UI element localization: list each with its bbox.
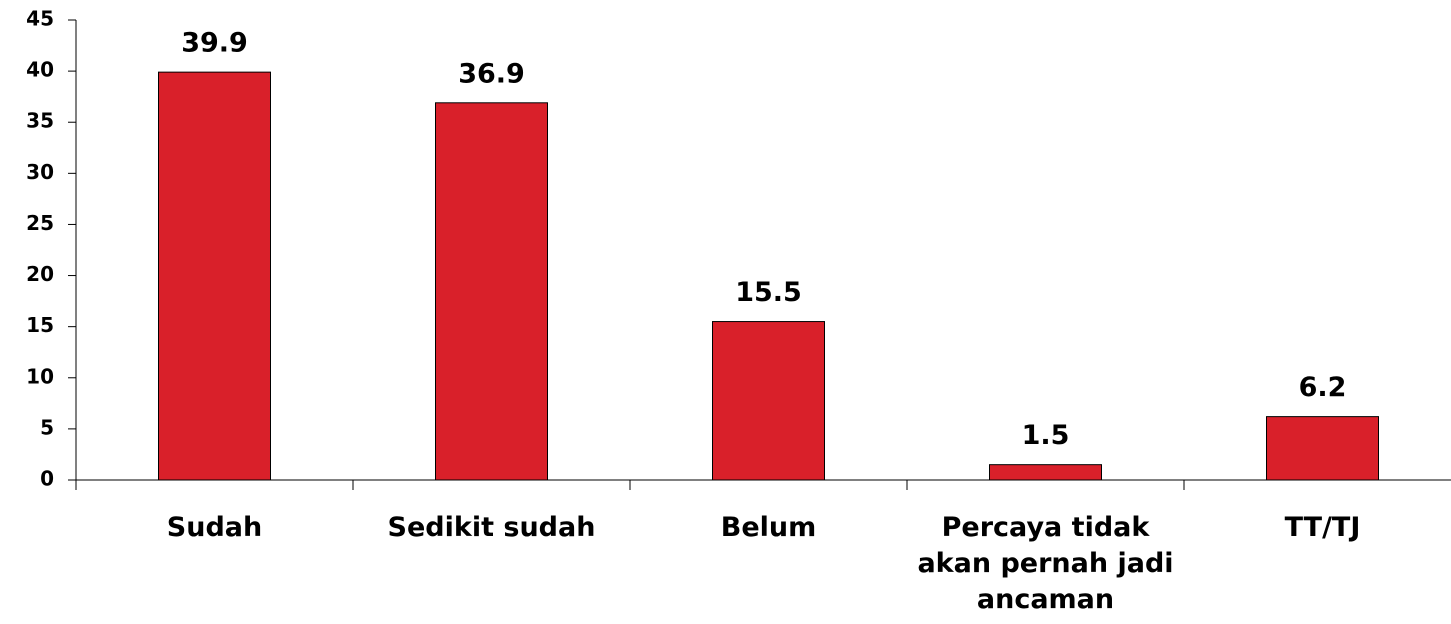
value-label: 15.5 — [735, 277, 802, 308]
bar — [1266, 416, 1379, 481]
x-tick-label: Sudah — [166, 512, 263, 543]
y-tick-label: 35 — [26, 109, 54, 133]
bar — [435, 102, 548, 481]
y-tick-label: 40 — [26, 58, 54, 82]
value-label: 36.9 — [458, 58, 525, 89]
bar — [712, 321, 825, 481]
y-tick-label: 20 — [26, 262, 54, 286]
x-tick-label: Sedikit sudah — [387, 512, 596, 543]
x-tick-label: Belum — [720, 512, 817, 543]
y-tick-label: 30 — [26, 160, 54, 184]
value-label: 39.9 — [181, 28, 248, 59]
y-tick-label: 15 — [26, 313, 54, 337]
value-label: 1.5 — [1022, 420, 1070, 451]
x-tick-label: TT/TJ — [1284, 512, 1361, 543]
y-tick-label: 25 — [26, 211, 54, 235]
y-tick-label: 0 — [40, 467, 54, 491]
value-label: 6.2 — [1299, 372, 1347, 403]
y-tick-label: 10 — [26, 364, 54, 388]
bar — [989, 464, 1102, 481]
y-tick-label: 5 — [40, 415, 54, 439]
y-tick-label: 45 — [26, 7, 54, 31]
x-tick-label: Percaya tidak akan pernah jadi ancaman — [917, 512, 1174, 615]
bar — [158, 71, 271, 481]
